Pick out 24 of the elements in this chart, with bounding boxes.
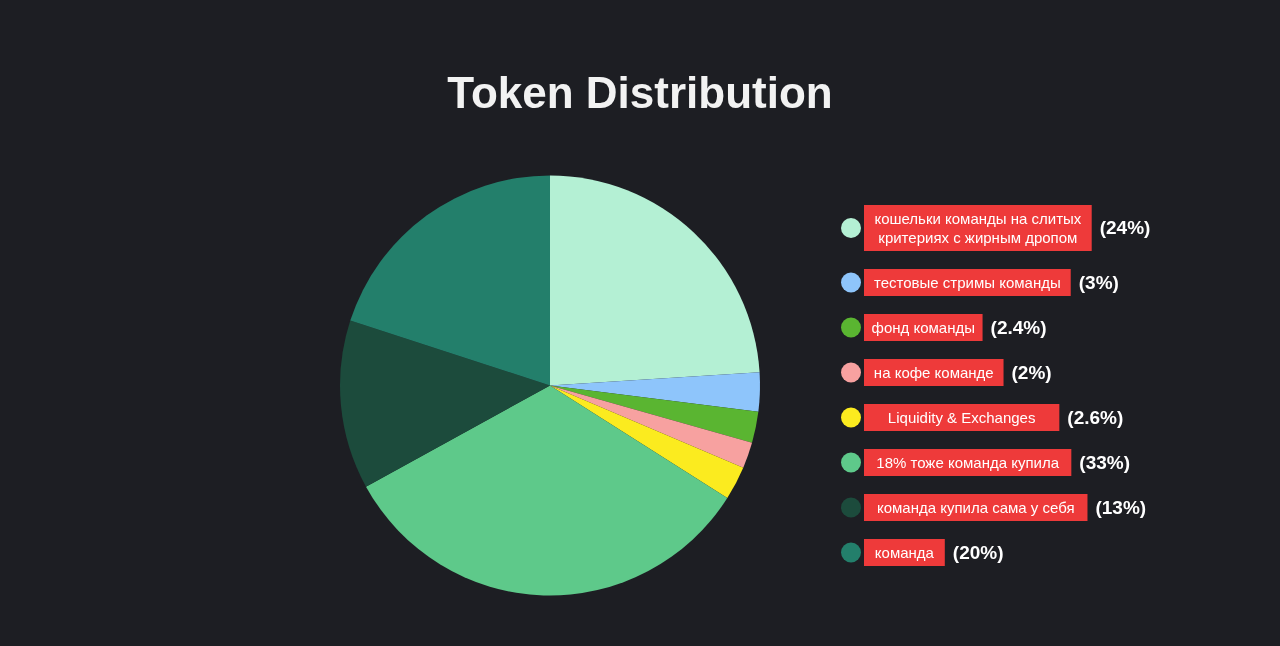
data-label: (2.4%)	[990, 316, 1047, 338]
legend-label: фонд команды	[871, 318, 975, 336]
pie-slice	[365, 385, 728, 596]
legend-label: Liquidity & Exchanges	[887, 408, 1036, 426]
legend-label: на кофе команде	[873, 363, 994, 381]
pie-slice	[550, 385, 753, 468]
data-label: (13%)	[1095, 496, 1147, 518]
pie-slice	[550, 175, 760, 386]
data-label: (24%)	[1099, 217, 1151, 238]
legend-label: команда	[874, 543, 935, 561]
pie-slice	[340, 320, 550, 487]
chart-title: Token Distribution	[447, 68, 833, 117]
legend-label: кошельки команды на слитых критериях с жирным дропом	[874, 209, 1082, 246]
legend-label: 18% тоже команда купила	[876, 453, 1060, 471]
data-label: (2.6%)	[1067, 406, 1124, 428]
data-label: (33%)	[1079, 451, 1131, 473]
legend-label: тестовые стримы команды	[873, 273, 1061, 291]
data-label: (20%)	[952, 541, 1004, 563]
data-label: (3%)	[1078, 271, 1119, 293]
legend-label: команда купила сама у себя	[876, 498, 1075, 516]
pie-slice	[550, 385, 744, 499]
pie-slice	[350, 175, 550, 386]
pie-slice	[550, 372, 760, 412]
data-label: (2%)	[1011, 361, 1052, 383]
